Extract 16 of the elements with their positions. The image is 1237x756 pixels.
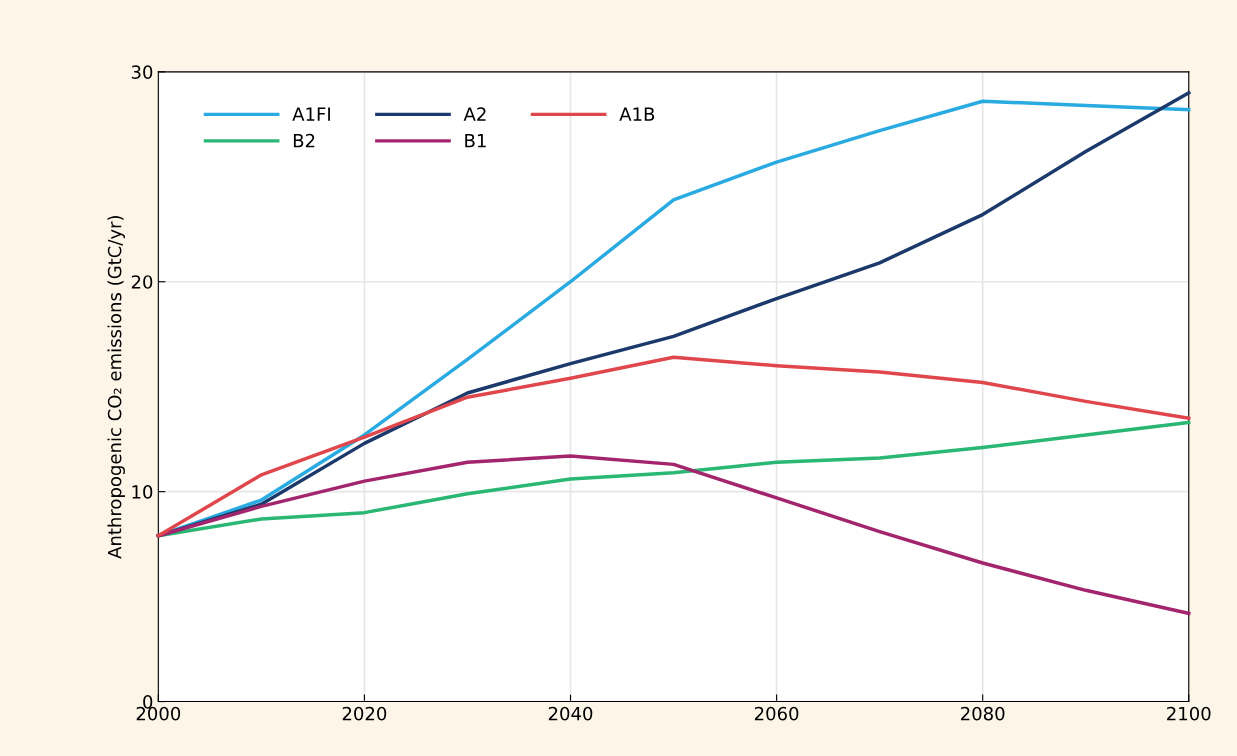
y-tick-label: 20 xyxy=(131,275,153,289)
legend-label: A2 xyxy=(463,107,486,121)
legend-label: A1B xyxy=(619,107,655,121)
x-tick-label: 2080 xyxy=(961,706,1005,721)
x-tick-label: 2060 xyxy=(754,706,799,721)
line-series xyxy=(156,355,1191,538)
legend-label: B1 xyxy=(465,134,486,148)
legend-label: B2 xyxy=(293,133,315,148)
y-axis-title: Anthropogenic CO₂ emissions (GtC/yr) xyxy=(107,215,125,559)
y-tick-label: 30 xyxy=(131,65,153,79)
line-series xyxy=(156,454,1191,616)
x-tick-label: 2100 xyxy=(1167,706,1211,721)
x-tick-label: 2020 xyxy=(342,706,387,721)
x-tick-label: 2040 xyxy=(548,706,593,721)
legend-label: A1FI xyxy=(292,107,330,121)
y-tick-label: 10 xyxy=(132,485,153,499)
